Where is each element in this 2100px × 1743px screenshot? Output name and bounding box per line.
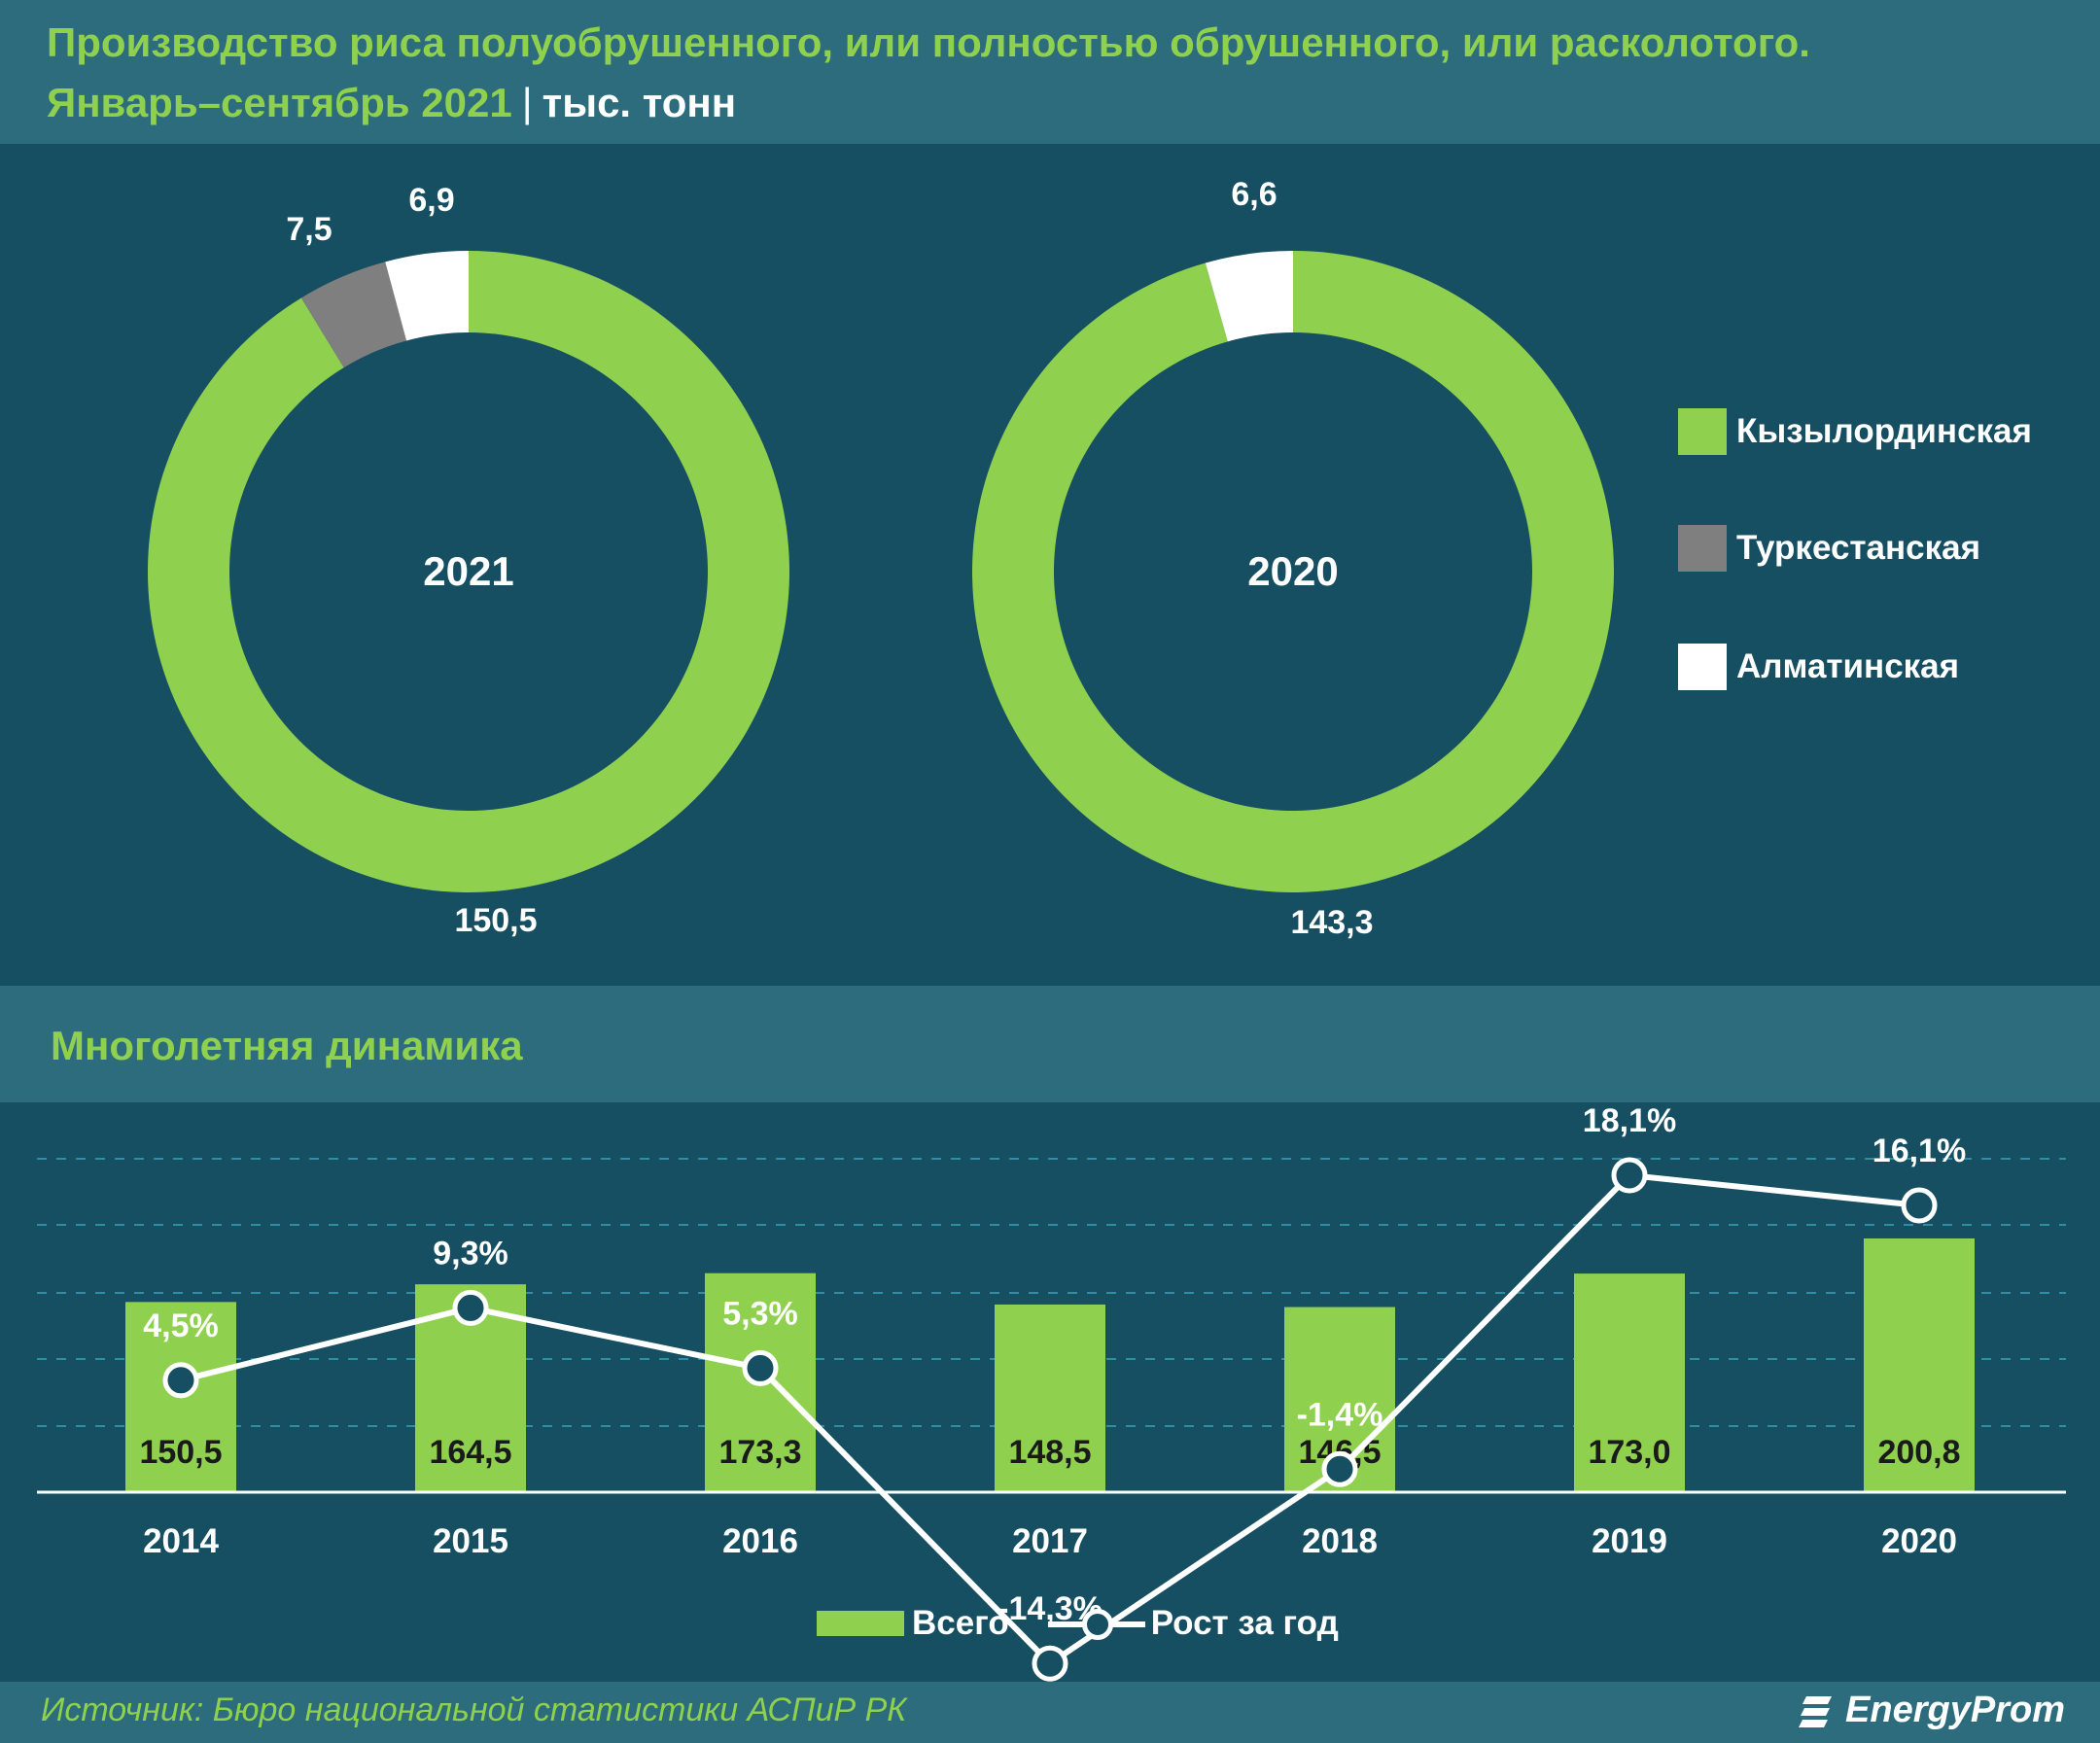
donut-value-label: 6,9 <box>408 182 454 219</box>
bar-total <box>1574 1273 1685 1492</box>
legend-label: Туркестанская <box>1736 529 1981 567</box>
donut-center-year: 2021 <box>423 548 513 594</box>
dynamics-header-band <box>0 986 2100 1102</box>
title-separator: | <box>521 80 533 125</box>
header-band <box>0 0 2100 144</box>
x-tick-label: 2020 <box>1881 1522 1957 1560</box>
bar-value-label: 150,5 <box>139 1434 222 1471</box>
x-tick-label: 2014 <box>143 1522 219 1560</box>
x-tick-label: 2019 <box>1592 1522 1667 1560</box>
donut-value-label: 6,6 <box>1231 176 1277 213</box>
legend-swatch-white <box>1678 644 1727 690</box>
bar-total <box>1864 1238 1975 1492</box>
chart-title: Производство риса полуобрушенного, или п… <box>47 19 1810 65</box>
logo-icon <box>1799 1695 1833 1727</box>
legend-bar-swatch <box>817 1611 904 1636</box>
donut-slice <box>300 261 407 368</box>
legend-item-kyzylorda: Кызылординская <box>1678 408 2032 455</box>
donut-charts: 150,5 7,5 6,9 2021 143,3 6,6 2020 <box>147 176 1614 941</box>
growth-point <box>1321 1450 1358 1487</box>
legend-label: Алматинская <box>1736 647 1960 685</box>
growth-label: 4,5% <box>143 1307 219 1344</box>
bar-value-label: 200,8 <box>1877 1434 1960 1471</box>
growth-point <box>742 1349 779 1386</box>
x-tick-label: 2017 <box>1012 1522 1088 1560</box>
legend-item-almaty: Алматинская <box>1678 644 1959 690</box>
period-label: Январь–сентябрь 2021 <box>47 80 512 125</box>
legend-swatch-green <box>1678 408 1727 455</box>
x-tick-label: 2015 <box>433 1522 508 1560</box>
energyprom-logo: EnergyProm <box>1797 1690 2065 1731</box>
donut-value-label: 143,3 <box>1290 904 1373 941</box>
donut-value-label: 7,5 <box>286 211 332 248</box>
bar-total <box>995 1304 1105 1492</box>
dynamics-title: Многолетняя динамика <box>51 1023 523 1068</box>
growth-label: 18,1% <box>1583 1102 1676 1139</box>
growth-point <box>452 1289 489 1326</box>
legend-swatch-gray <box>1678 525 1727 572</box>
dynamics-legend: Всего Рост за год <box>817 1604 1339 1643</box>
source-note: Источник: Бюро национальной статистики А… <box>41 1691 907 1728</box>
bar-value-label: 164,5 <box>429 1434 511 1471</box>
growth-label: 5,3% <box>722 1295 798 1332</box>
growth-label: 16,1% <box>1872 1133 1966 1169</box>
unit-label: тыс. тонн <box>542 80 737 125</box>
bar-value-label: 173,0 <box>1588 1434 1670 1471</box>
donut-slice <box>385 251 469 341</box>
legend-item-turkestan: Туркестанская <box>1678 525 1980 572</box>
x-tick-label: 2016 <box>722 1522 798 1560</box>
growth-label: -1,4% <box>1297 1396 1383 1433</box>
bar-value-label: 148,5 <box>1008 1434 1091 1471</box>
x-tick-label: 2018 <box>1302 1522 1378 1560</box>
bar-value-label: 173,3 <box>718 1434 801 1471</box>
legend-line-label: Рост за год <box>1150 1604 1339 1642</box>
donut-slice <box>1205 251 1293 342</box>
donut-value-label: 150,5 <box>454 902 537 939</box>
legend-bar-label: Всего <box>912 1604 1009 1642</box>
donut-center-year: 2020 <box>1247 548 1338 594</box>
growth-label: 9,3% <box>433 1235 508 1272</box>
growth-point <box>1611 1157 1648 1194</box>
growth-point <box>1901 1187 1938 1224</box>
legend-label: Кызылординская <box>1736 412 2032 450</box>
chart-subtitle: Январь–сентябрь 2021 | тыс. тонн <box>47 80 736 126</box>
growth-point <box>1032 1645 1068 1682</box>
logo-text: EnergyProm <box>1845 1690 2065 1730</box>
footer-band <box>0 1682 2100 1743</box>
legend-line-swatch <box>1047 1609 1145 1640</box>
growth-point <box>162 1362 199 1399</box>
